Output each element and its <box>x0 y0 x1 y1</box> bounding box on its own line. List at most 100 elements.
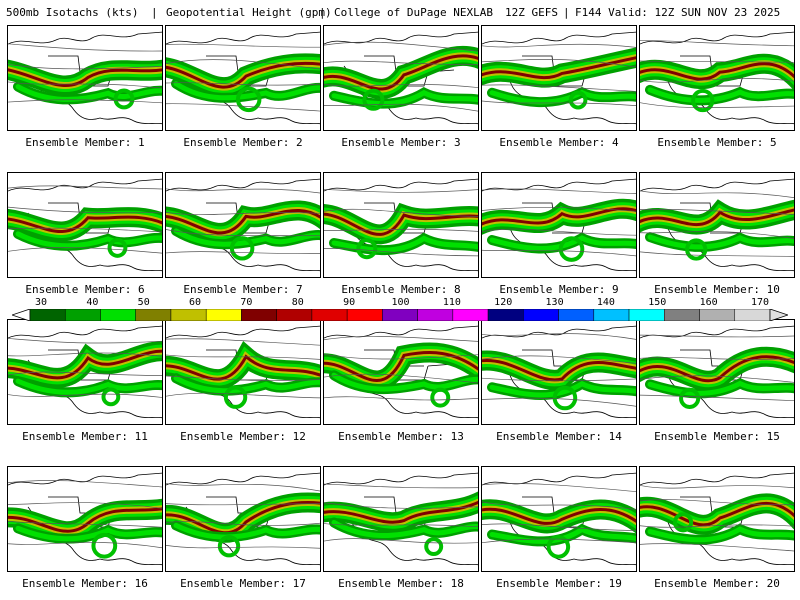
jet-core <box>166 61 320 89</box>
isotach-map <box>8 178 162 272</box>
height-contour <box>640 102 794 109</box>
colorbar-tick-label: 170 <box>750 297 770 308</box>
ensemble-member-label: Ensemble Member: 10 <box>654 283 780 296</box>
ensemble-member-label: Ensemble Member: 9 <box>499 283 619 296</box>
height-contour <box>8 371 162 377</box>
ensemble-member-label: Ensemble Member: 12 <box>180 430 306 443</box>
height-contour <box>482 397 636 407</box>
isotach-map <box>482 31 636 125</box>
isotach-band <box>331 372 478 392</box>
ensemble-member-label: Ensemble Member: 5 <box>657 136 777 149</box>
height-contour <box>640 357 794 360</box>
isotach-map <box>166 31 320 125</box>
colorbar-swatch <box>699 309 736 321</box>
height-contour <box>166 521 320 526</box>
isotach-map <box>166 472 320 566</box>
height-contour <box>8 352 162 357</box>
isotach-band <box>489 526 636 544</box>
height-contour <box>324 353 478 360</box>
header-bar: 500mb Isotachs (kts) | Geopotential Heig… <box>0 0 800 24</box>
isotach-band <box>173 228 320 247</box>
header-separator: | <box>319 6 326 19</box>
header-run: 12Z GEFS <box>505 6 558 19</box>
ensemble-map-panel <box>481 172 637 278</box>
height-contour <box>8 99 162 104</box>
colorbar-swatch <box>417 309 454 321</box>
colorbar-swatch <box>628 309 665 321</box>
ensemble-member-label: Ensemble Member: 3 <box>341 136 461 149</box>
height-contour <box>482 100 636 106</box>
colorbar-swatch <box>664 309 700 321</box>
height-contour <box>324 103 478 112</box>
colorbar-tick-label: 100 <box>391 297 410 308</box>
isotach-band <box>489 235 636 251</box>
isotach-map <box>166 325 320 419</box>
jet-core <box>482 56 636 80</box>
height-contour <box>482 188 636 194</box>
colorbar-swatch <box>29 309 66 321</box>
height-contour <box>640 60 794 63</box>
height-contour <box>8 64 162 70</box>
isotach-band <box>647 380 794 396</box>
height-contour <box>482 333 636 340</box>
wind-speed-colorbar: 30 40 50 60 70 80 90 100 110 120 130 140 150 160 170 <box>12 297 788 321</box>
height-contour <box>324 373 478 384</box>
ensemble-map-panel <box>165 319 321 425</box>
colorbar-swatch <box>523 309 559 321</box>
colorbar-swatch <box>64 309 101 321</box>
height-contour <box>166 82 320 86</box>
jet-core <box>324 212 478 236</box>
ensemble-member-label: Ensemble Member: 11 <box>22 430 148 443</box>
cutoff-low <box>424 537 444 557</box>
cutoff-low <box>217 534 241 558</box>
cutoff-low <box>91 532 118 559</box>
colorbar-tick-label: 80 <box>291 297 304 308</box>
height-contour <box>8 185 162 190</box>
height-contour <box>166 211 320 216</box>
height-contour <box>482 249 636 257</box>
ensemble-member-label: Ensemble Member: 6 <box>25 283 145 296</box>
cutoff-low <box>430 387 451 408</box>
cutoff-low <box>691 88 715 113</box>
ensemble-member-label: Ensemble Member: 19 <box>496 577 622 590</box>
isotach-band <box>331 519 478 538</box>
height-contour <box>324 41 478 52</box>
height-contour <box>8 247 162 254</box>
colorbar-tick-label: 140 <box>596 297 615 308</box>
colorbar-swatch <box>593 309 630 321</box>
cutoff-low <box>679 387 701 409</box>
jet-core <box>482 507 636 525</box>
height-contour <box>640 231 794 239</box>
height-contour <box>8 393 162 398</box>
height-contour <box>640 334 794 338</box>
ensemble-map-panel <box>7 25 163 131</box>
ensemble-member-label: Ensemble Member: 14 <box>496 430 622 443</box>
height-contour <box>324 83 478 88</box>
height-contour <box>482 523 636 531</box>
height-contour <box>166 188 320 194</box>
height-contour <box>482 538 636 544</box>
height-contour <box>482 84 636 92</box>
ensemble-member-label: Ensemble Member: 17 <box>180 577 306 590</box>
ensemble-map-panel <box>639 319 795 425</box>
isotach-map <box>482 178 636 272</box>
height-contour <box>640 40 794 47</box>
ensemble-map-panel <box>7 466 163 572</box>
ensemble-member-label: Ensemble Member: 1 <box>25 136 145 149</box>
cutoff-low <box>568 90 588 110</box>
height-contour <box>166 43 320 48</box>
height-contour <box>640 209 794 215</box>
height-contour <box>324 228 478 232</box>
colorbar-tick-label: 40 <box>86 297 99 308</box>
jet-core <box>324 54 478 91</box>
cutoff-low <box>685 238 708 261</box>
height-contour <box>8 542 162 549</box>
jet-core <box>166 209 320 235</box>
ensemble-map-panel <box>481 319 637 425</box>
height-contour <box>324 335 478 342</box>
height-contour <box>482 43 636 48</box>
height-contour <box>324 523 478 528</box>
height-contour <box>8 480 162 488</box>
ensemble-member-label: Ensemble Member: 8 <box>341 283 461 296</box>
header-valid: F144 Valid: 12Z SUN NOV 23 2025 <box>575 6 781 19</box>
